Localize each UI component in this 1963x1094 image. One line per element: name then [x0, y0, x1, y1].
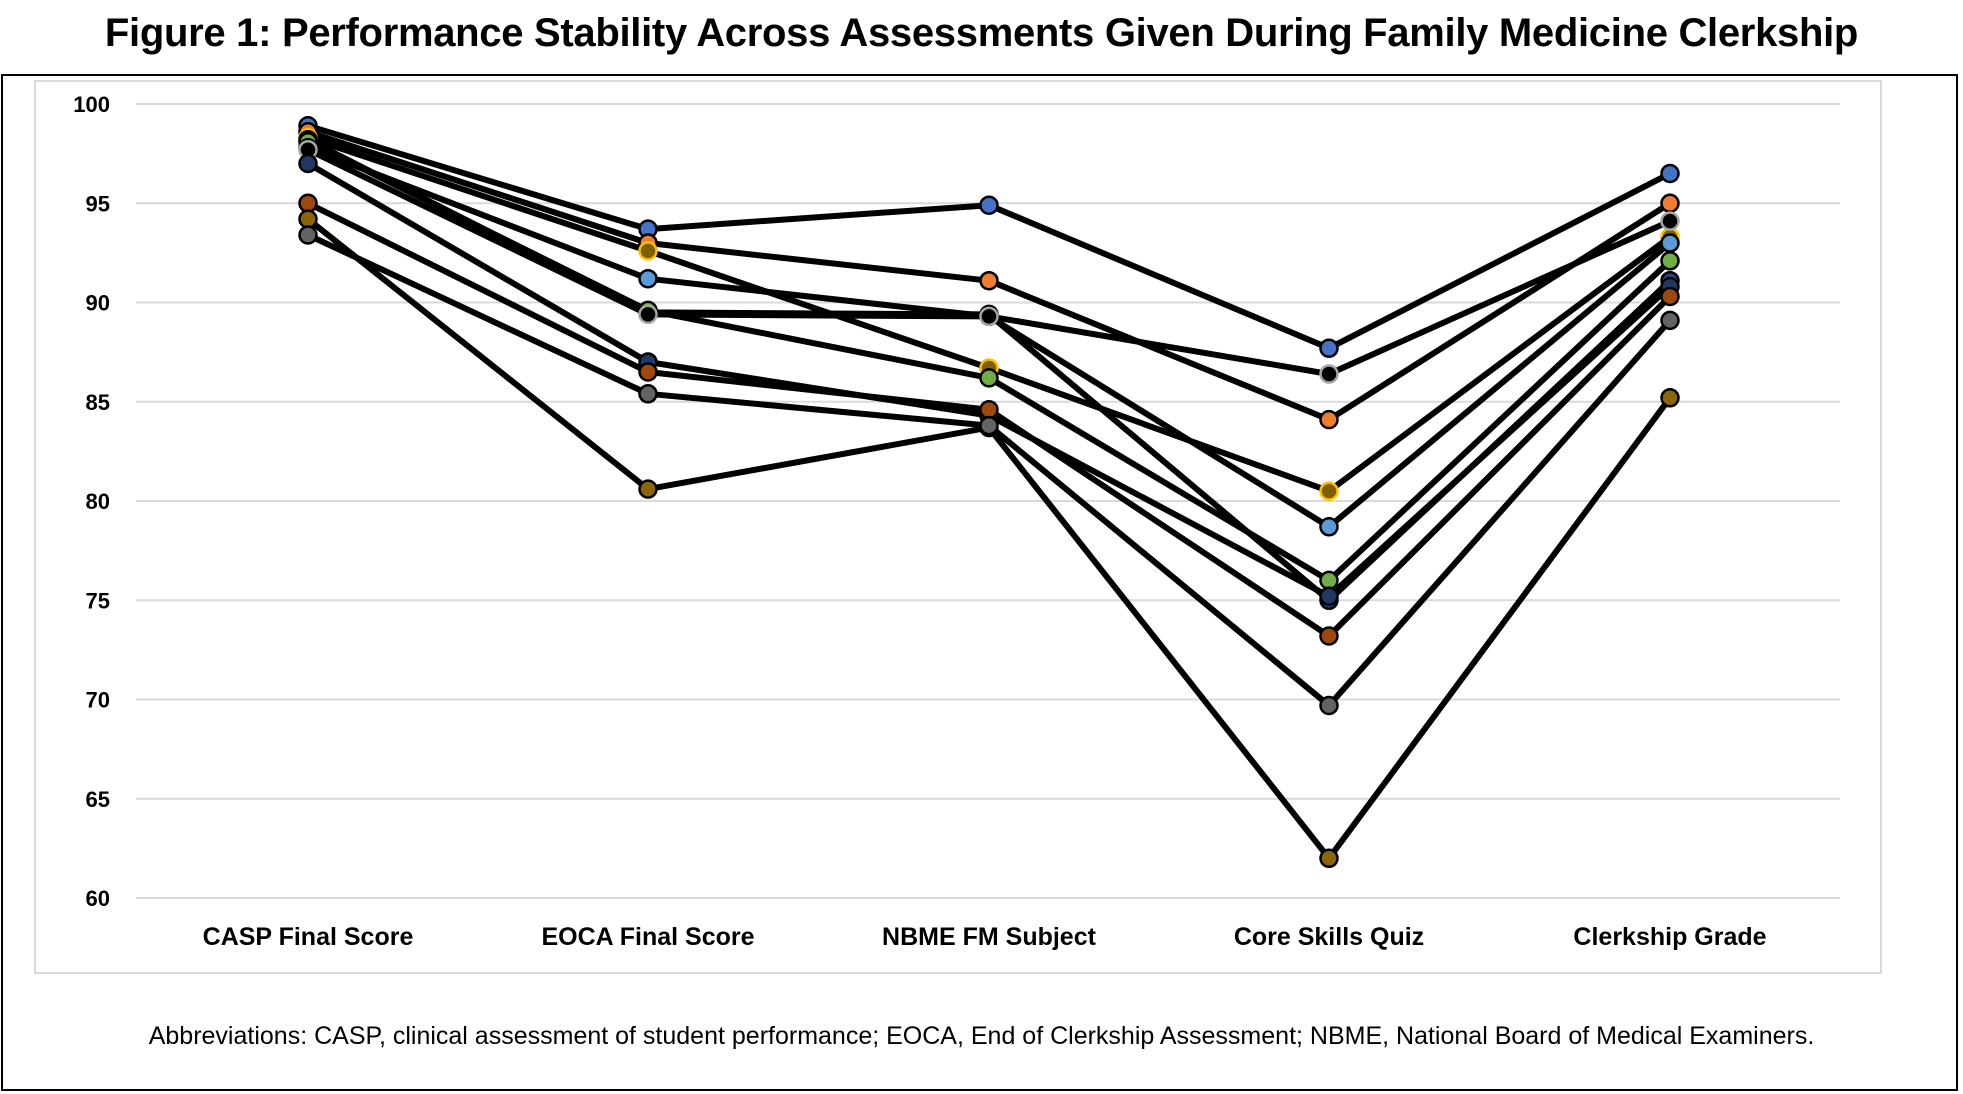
x-category-label: EOCA Final Score: [541, 923, 754, 951]
data-point-s7-p4: [1319, 364, 1339, 384]
y-tick-label: 70: [86, 688, 110, 713]
x-category-label: CASP Final Score: [203, 923, 414, 951]
data-point-s8-p4: [1319, 586, 1339, 607]
data-point-s9-p1: [298, 193, 318, 214]
figure-title: Figure 1: Performance Stability Across A…: [104, 11, 1859, 55]
y-tick-label: 100: [73, 92, 110, 117]
data-point-s9-p3: [979, 399, 999, 420]
data-point-s8-p1: [298, 153, 318, 174]
data-point-s7-p5: [1660, 211, 1680, 231]
data-point-s7-p2: [638, 304, 658, 325]
series-markers: [298, 116, 1680, 869]
data-point-s2-p5: [1660, 193, 1680, 214]
data-point-s9-p4: [1319, 626, 1339, 646]
data-point-s10-p1: [298, 209, 318, 229]
data-point-s5-p5: [1660, 251, 1680, 271]
data-point-s10-p4: [1319, 848, 1339, 869]
data-point-s1-p4: [1319, 338, 1339, 358]
data-point-s3-p4: [1319, 481, 1339, 501]
data-point-s9-p5: [1660, 286, 1680, 307]
y-tick-label: 85: [86, 390, 110, 415]
line-chart: 60 65 70 75 80 85 90 95 100 CASP Final Score EOCA…: [73, 92, 1840, 951]
x-category-label: Clerkship Grade: [1573, 923, 1766, 951]
y-tick-label: 90: [86, 291, 110, 316]
data-point-s11-p1: [298, 225, 318, 245]
data-point-s5-p3: [979, 368, 999, 388]
data-point-s2-p4: [1319, 409, 1339, 430]
y-tick-label: 80: [86, 489, 110, 514]
data-point-s11-p2: [638, 384, 658, 404]
series-line-7: [305, 146, 1673, 377]
data-point-s6-p2: [638, 268, 658, 289]
series-lines: [305, 122, 1673, 862]
y-tick-label: 60: [86, 886, 110, 911]
data-point-s5-p4: [1319, 570, 1339, 591]
y-tick-label: 95: [86, 191, 110, 216]
data-point-s10-p5: [1660, 388, 1680, 408]
y-tick-label: 75: [86, 588, 110, 613]
data-point-s3-p2: [638, 241, 658, 261]
data-point-s11-p3: [979, 415, 999, 436]
data-point-s11-p5: [1660, 310, 1680, 331]
data-point-s1-p5: [1660, 163, 1680, 184]
data-point-s9-p2: [638, 362, 658, 382]
gridlines: [136, 103, 1840, 899]
abbreviations-footnote: Abbreviations: CASP, clinical assessment…: [148, 1022, 1815, 1050]
data-point-s10-p2: [638, 479, 658, 499]
data-point-s11-p4: [1319, 695, 1339, 716]
data-point-s1-p3: [979, 195, 999, 215]
data-point-s6-p4: [1319, 517, 1339, 537]
data-point-s2-p3: [979, 270, 999, 291]
x-category-label: NBME FM Subject: [882, 923, 1097, 951]
figure-frame: [1, 74, 1958, 1091]
x-axis-categories: CASP Final Score EOCA Final Score NBME FM …: [203, 923, 1767, 951]
data-point-s7-p3: [979, 306, 999, 327]
data-point-s6-p5: [1660, 233, 1680, 253]
plot-area-frame: [34, 80, 1882, 974]
y-tick-label: 65: [86, 787, 110, 812]
x-category-label: Core Skills Quiz: [1234, 923, 1424, 951]
y-axis-ticks: 60 65 70 75 80 85 90 95 100: [73, 92, 110, 911]
